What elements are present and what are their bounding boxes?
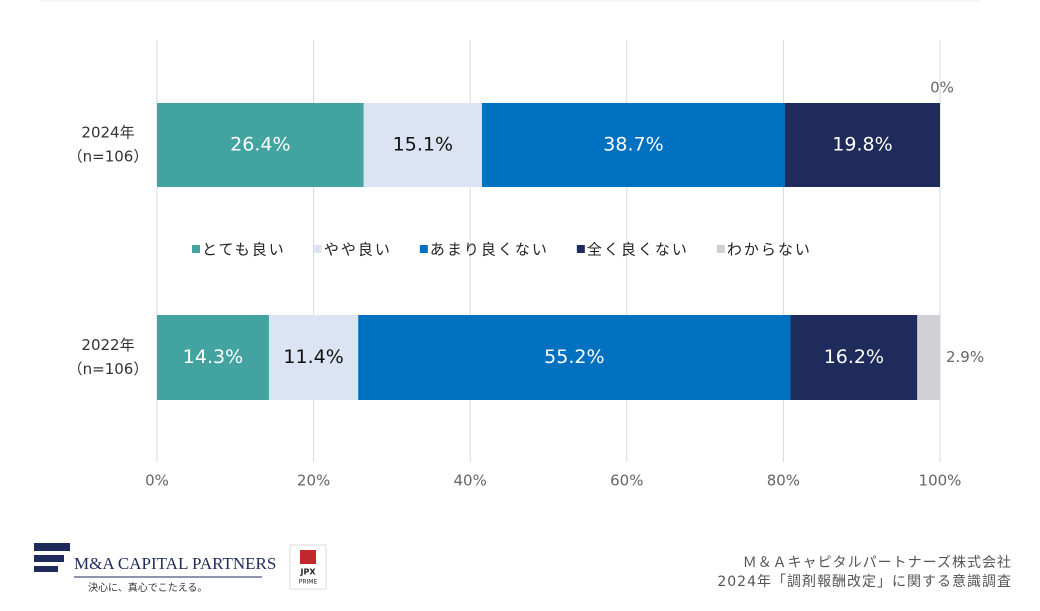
logo-mark xyxy=(34,566,58,572)
category-note: （n=106） xyxy=(68,148,149,166)
bar-segment xyxy=(784,103,940,187)
bar-segment xyxy=(481,103,785,187)
category-label: 2024年 xyxy=(81,124,134,142)
bar-segment xyxy=(268,315,359,400)
bar-segment xyxy=(358,315,791,400)
category-note: （n=106） xyxy=(68,360,149,378)
jpx-mark xyxy=(300,550,316,564)
x-tick-label: 0% xyxy=(145,472,169,490)
legend-swatch xyxy=(576,245,585,253)
x-tick-label: 80% xyxy=(767,472,800,490)
legend-swatch xyxy=(192,245,200,253)
legend-label: やや良い xyxy=(324,241,392,259)
bar-segment xyxy=(363,103,482,187)
value-label: 38.7% xyxy=(603,134,663,156)
logo-mark xyxy=(34,555,64,562)
value-label: 14.3% xyxy=(183,346,243,368)
value-label: 55.2% xyxy=(544,346,604,368)
legend-swatch xyxy=(419,245,428,253)
legend-swatch xyxy=(313,245,322,253)
category-label: 2022年 xyxy=(81,336,134,354)
legend-label: 全く良くない xyxy=(587,241,689,259)
legend-swatch xyxy=(716,245,725,253)
tagline: 決心に、真心でこたえる。 xyxy=(88,581,207,594)
logo: M&A CAPITAL PARTNERS 決心に、真心でこたえる。 JPX PR… xyxy=(34,543,327,594)
x-tick-label: 100% xyxy=(919,472,962,490)
logo-mark xyxy=(34,543,70,551)
logo-text: M&A CAPITAL PARTNERS xyxy=(74,554,276,573)
bar-segment xyxy=(790,315,918,400)
value-label: 16.2% xyxy=(824,346,884,368)
source-survey: 2024年「調剤報酬改定」に関する意識調査 xyxy=(717,573,1012,590)
value-label: 11.4% xyxy=(283,346,343,368)
x-tick-label: 40% xyxy=(454,472,487,490)
bar-segment xyxy=(917,315,940,400)
x-tick-label: 20% xyxy=(297,472,330,490)
value-label: 26.4% xyxy=(230,134,290,156)
bar-segment xyxy=(157,315,269,400)
value-label: 0% xyxy=(930,79,954,97)
x-tick-label: 60% xyxy=(610,472,643,490)
legend-label: あまり良くない xyxy=(430,241,549,259)
jpx-text: JPX xyxy=(299,568,316,577)
value-label: 2.9% xyxy=(946,348,984,366)
value-label: 19.8% xyxy=(832,134,892,156)
legend-label: わからない xyxy=(727,241,812,259)
source-company: Ｍ＆Ａキャピタルパートナーズ株式会社 xyxy=(743,555,1012,571)
value-label: 15.1% xyxy=(393,134,453,156)
bar-segment xyxy=(157,103,364,187)
jpx-sub: PRIME xyxy=(299,579,318,586)
legend-label: とても良い xyxy=(202,241,286,259)
